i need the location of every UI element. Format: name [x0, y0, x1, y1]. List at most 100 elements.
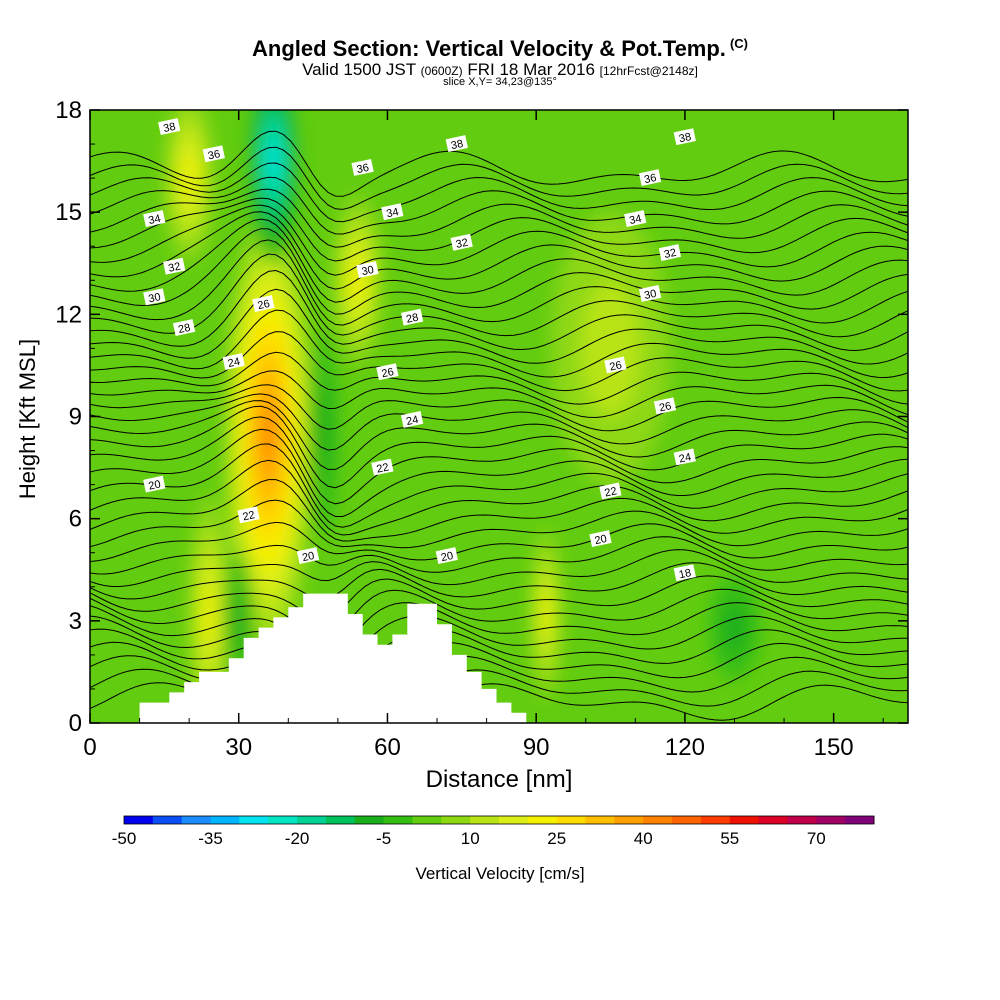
velocity-blob	[269, 144, 278, 179]
chart-title-text: Angled Section: Vertical Velocity & Pot.…	[252, 36, 726, 61]
valid-date: FRI 18 Mar 2016	[467, 60, 595, 79]
contour-label: 22	[371, 458, 394, 476]
contour-label-box	[638, 169, 662, 187]
contour-label-text: 26	[380, 366, 394, 380]
colorbar-swatch	[614, 816, 644, 824]
x-tick-label: 0	[83, 734, 96, 761]
colorbar-swatch	[499, 816, 529, 824]
theta-contour	[90, 162, 908, 223]
contour-label-text: 36	[356, 162, 370, 176]
colorbar-swatch	[441, 816, 471, 824]
contour-label-text: 26	[256, 298, 270, 312]
contour-label-text: 22	[375, 461, 389, 475]
contour-label-box	[673, 564, 696, 582]
contour-label-text: 30	[643, 288, 657, 302]
theta-contour	[90, 370, 908, 419]
theta-contour	[90, 615, 908, 675]
theta-contour	[90, 400, 908, 470]
y-tick-label: 0	[69, 710, 82, 737]
theta-contour	[90, 309, 908, 379]
forecast-info: [12hrFcst@2148z]	[599, 64, 698, 78]
contour-label: 28	[400, 308, 424, 326]
contour-label: 36	[202, 145, 225, 162]
colorbar-tick-label: -35	[198, 829, 223, 848]
theta-contour	[90, 479, 908, 542]
contour-label-text: 30	[147, 291, 161, 305]
contour-label: 20	[143, 475, 166, 493]
contour-label: 30	[143, 288, 166, 305]
contour-label: 32	[658, 244, 682, 261]
theta-contour	[90, 428, 908, 517]
colorbar-swatch	[325, 816, 356, 824]
colorbar-swatch	[845, 816, 875, 824]
theta-contour	[90, 549, 908, 587]
velocity-field: 38 36 34 32 30 28 26 24 20 22 36 34 30 28 26 24 22 20 38 32…	[90, 110, 908, 723]
contour-label: 26	[376, 363, 399, 381]
colorbar-swatch	[816, 816, 846, 824]
theta-contour	[90, 188, 908, 248]
colorbar-title: Vertical Velocity [cm/s]	[415, 864, 585, 883]
theta-contour	[90, 239, 908, 326]
y-tick-label: 18	[55, 97, 82, 124]
x-axis: 0 30 60 90 120 150	[83, 110, 884, 761]
colorbar-swatch	[700, 816, 731, 824]
colorbar-tick-label: 55	[720, 829, 739, 848]
velocity-blob	[262, 405, 275, 462]
x-tick-label: 120	[665, 734, 705, 761]
contour-label-text: 34	[628, 213, 642, 227]
contour-label-text: 28	[405, 312, 419, 326]
contour-label: 32	[163, 257, 186, 275]
colorbar-swatch	[729, 816, 760, 824]
contour-label-box	[381, 203, 404, 221]
contour-label-box	[158, 118, 181, 135]
colorbar-swatch	[556, 816, 587, 824]
theta-contour	[90, 562, 908, 600]
contour-label-text: 34	[147, 213, 161, 227]
contour-label: 20	[296, 547, 320, 565]
theta-contour	[90, 499, 908, 549]
contour-label-text: 20	[301, 550, 315, 564]
contour-label: 36	[638, 169, 662, 187]
theta-contour	[90, 211, 908, 290]
contour-label-box	[638, 284, 662, 302]
colorbar-swatch	[181, 816, 212, 824]
theta-contour	[90, 459, 908, 536]
contour-label-text: 26	[658, 400, 672, 414]
contour-label-text: 34	[385, 206, 399, 220]
y-tick-label: 6	[69, 506, 82, 533]
colorbar-swatch	[412, 816, 442, 824]
theta-contour	[90, 641, 908, 703]
contour-label-text: 24	[405, 414, 419, 428]
contour-label-box	[589, 530, 612, 548]
colorbar-tick-label: -20	[285, 829, 310, 848]
contour-label: 28	[172, 319, 196, 336]
contour-label: 22	[237, 506, 260, 523]
colorbar-swatch	[354, 816, 385, 824]
contour-label: 24	[222, 353, 245, 370]
y-axis-title: Height [Kft MSL]	[15, 338, 40, 500]
theta-contours	[90, 130, 908, 723]
contour-label: 20	[589, 530, 612, 548]
theta-contour	[90, 588, 908, 639]
x-axis-title: Distance [nm]	[425, 766, 573, 793]
contour-label-text: 38	[678, 131, 692, 145]
contour-label-box	[450, 233, 473, 251]
theta-contour	[90, 443, 908, 528]
contour-label-box	[376, 363, 399, 381]
contour-label-box	[172, 319, 196, 336]
colorbar-tick-label: 70	[807, 829, 826, 848]
contour-label: 32	[450, 233, 473, 251]
colorbar-swatch	[239, 816, 269, 824]
theta-contour	[90, 146, 908, 210]
theta-contour	[90, 288, 908, 365]
colorbar-frame	[123, 815, 875, 825]
theta-contour	[90, 521, 908, 562]
contour-label-box	[296, 547, 320, 565]
contour-label-box	[658, 244, 682, 261]
contour-label: 38	[158, 118, 181, 135]
contour-label-text: 24	[227, 356, 241, 370]
colorbar-swatch	[210, 816, 240, 824]
contour-label: 30	[356, 261, 379, 278]
contour-label-box	[222, 353, 245, 370]
